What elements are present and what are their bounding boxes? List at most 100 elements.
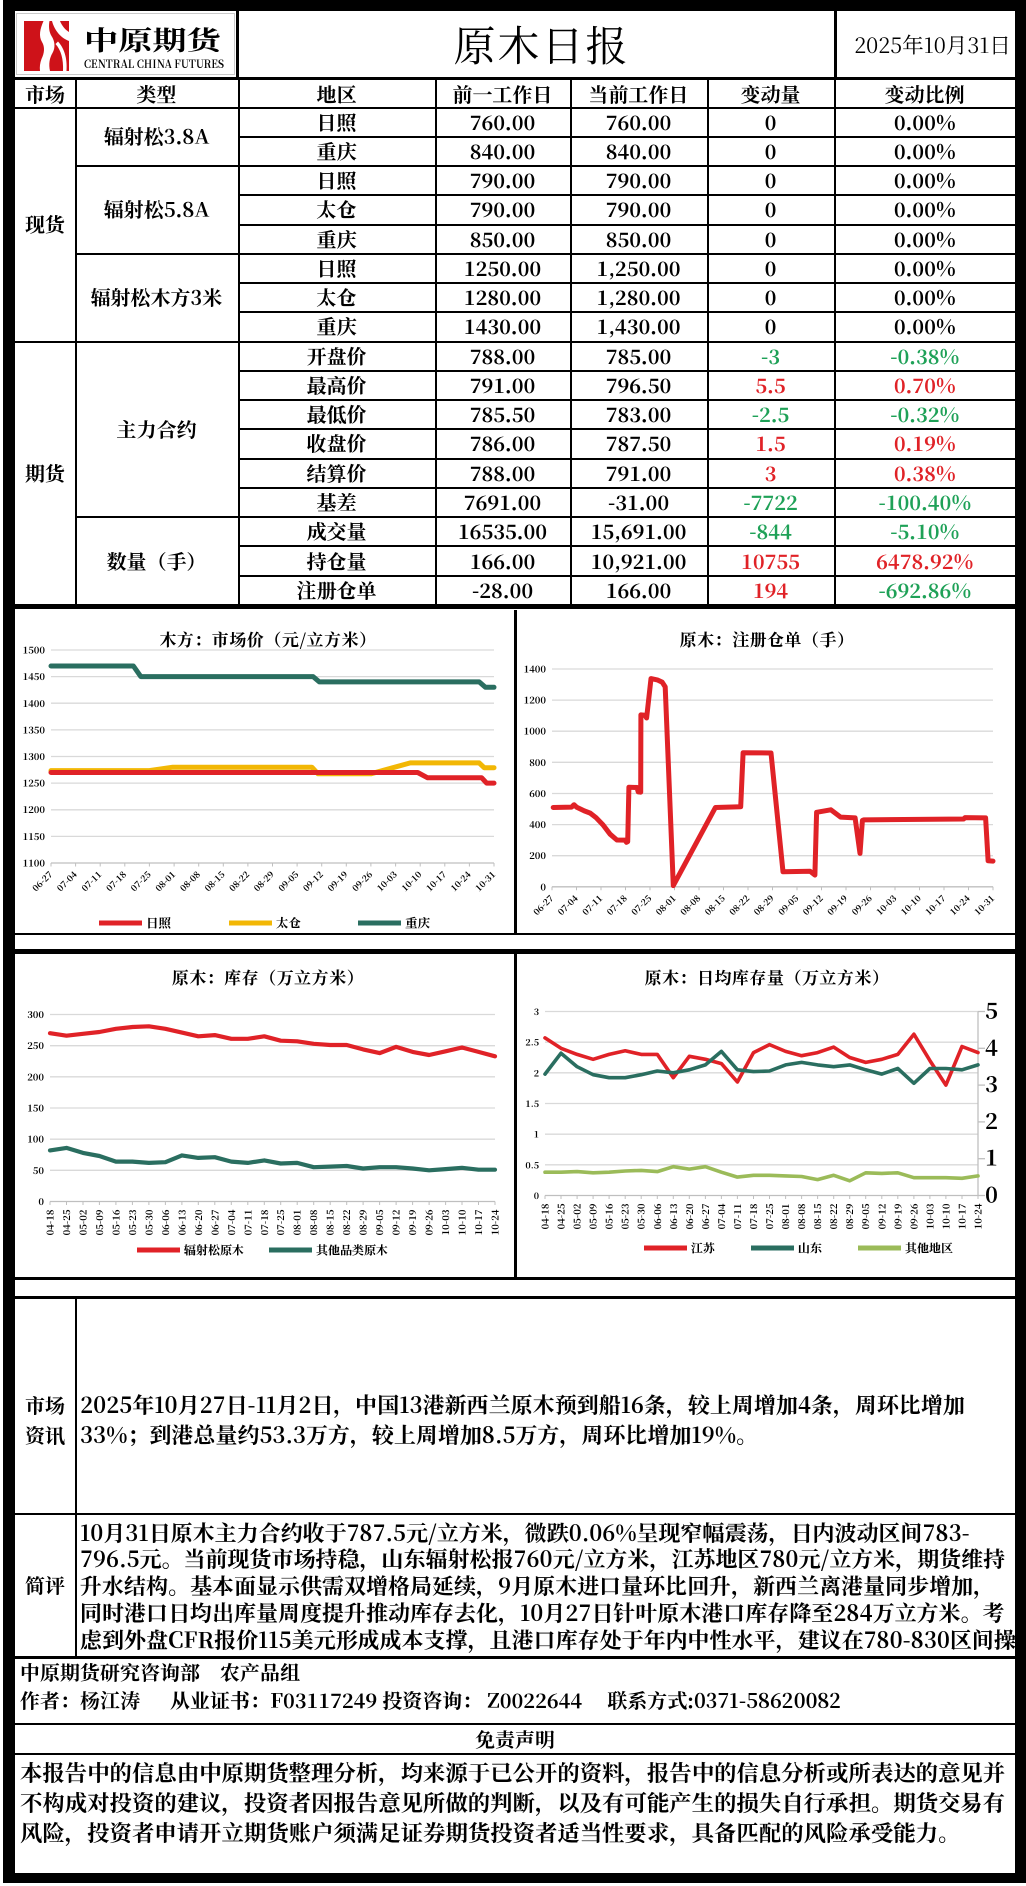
svg-text:09-19: 09-19 — [890, 1203, 904, 1229]
svg-text:08-15: 08-15 — [701, 892, 727, 918]
svg-text:0.5: 0.5 — [525, 1158, 539, 1171]
svg-text:08-22: 08-22 — [339, 1209, 353, 1235]
svg-text:08-15: 08-15 — [323, 1209, 337, 1235]
svg-text:250: 250 — [27, 1038, 44, 1052]
svg-text:08-29: 08-29 — [356, 1209, 370, 1235]
svg-text:1250: 1250 — [23, 776, 46, 790]
svg-text:150: 150 — [27, 1100, 44, 1114]
svg-text:其他品类原木: 其他品类原木 — [316, 1241, 388, 1258]
svg-text:09-12: 09-12 — [300, 868, 326, 894]
svg-text:4: 4 — [985, 1031, 998, 1062]
svg-text:山东: 山东 — [798, 1239, 822, 1256]
svg-text:200: 200 — [529, 848, 546, 862]
svg-text:1.5: 1.5 — [525, 1097, 539, 1110]
svg-text:07-18: 07-18 — [257, 1209, 271, 1235]
svg-text:09-05: 09-05 — [372, 1209, 386, 1235]
svg-text:0: 0 — [38, 1194, 44, 1208]
svg-text:10-03: 10-03 — [873, 892, 899, 918]
svg-text:07-04: 07-04 — [714, 1203, 728, 1229]
svg-text:0: 0 — [534, 1189, 539, 1202]
svg-text:08-01: 08-01 — [290, 1209, 304, 1235]
svg-text:辐射松原木: 辐射松原木 — [184, 1241, 244, 1258]
svg-text:09-19: 09-19 — [405, 1209, 419, 1235]
svg-text:08-08: 08-08 — [794, 1203, 808, 1229]
svg-text:10-24: 10-24 — [971, 1203, 985, 1229]
svg-text:06-20: 06-20 — [682, 1203, 696, 1229]
svg-text:10-31: 10-31 — [971, 892, 997, 918]
svg-text:08-08: 08-08 — [306, 1209, 320, 1235]
svg-text:08-15: 08-15 — [810, 1203, 824, 1229]
svg-text:1150: 1150 — [23, 829, 46, 843]
svg-text:原木：注册仓单（手）: 原木：注册仓单（手） — [680, 626, 855, 651]
svg-text:800: 800 — [529, 755, 546, 769]
svg-text:05-16: 05-16 — [108, 1209, 122, 1235]
svg-text:08-22: 08-22 — [826, 1203, 840, 1229]
svg-text:1: 1 — [985, 1141, 998, 1172]
svg-text:08-22: 08-22 — [726, 892, 752, 918]
svg-text:06-20: 06-20 — [191, 1209, 205, 1235]
svg-text:08-08: 08-08 — [177, 868, 203, 894]
svg-text:0: 0 — [985, 1178, 998, 1209]
svg-text:08-29: 08-29 — [842, 1203, 856, 1229]
svg-text:3: 3 — [985, 1068, 998, 1099]
svg-text:09-12: 09-12 — [874, 1203, 888, 1229]
svg-text:10-03: 10-03 — [922, 1203, 936, 1229]
svg-text:1: 1 — [534, 1127, 539, 1140]
svg-text:06-13: 06-13 — [174, 1209, 188, 1235]
svg-text:10-24: 10-24 — [946, 892, 972, 918]
svg-text:10-10: 10-10 — [398, 868, 424, 894]
svg-text:原木：日均库存量（万立方米）: 原木：日均库存量（万立方米） — [645, 964, 890, 989]
svg-text:09-26: 09-26 — [422, 1209, 436, 1235]
svg-text:原木：库存（万立方米）: 原木：库存（万立方米） — [172, 964, 365, 989]
svg-text:1450: 1450 — [23, 669, 46, 683]
svg-text:10-10: 10-10 — [938, 1203, 952, 1229]
svg-text:05-23: 05-23 — [618, 1203, 632, 1229]
svg-text:07-04: 07-04 — [224, 1209, 238, 1235]
svg-text:50: 50 — [33, 1162, 45, 1176]
svg-text:CENTRAL CHINA FUTURES: CENTRAL CHINA FUTURES — [84, 56, 224, 72]
svg-text:06-06: 06-06 — [158, 1209, 172, 1235]
svg-text:04-25: 04-25 — [59, 1209, 73, 1235]
svg-text:08-01: 08-01 — [652, 892, 678, 918]
svg-text:06-27: 06-27 — [530, 892, 556, 918]
svg-text:1000: 1000 — [524, 724, 547, 738]
svg-text:10-03: 10-03 — [438, 1209, 452, 1235]
svg-text:06-27: 06-27 — [29, 868, 55, 894]
svg-text:07-11: 07-11 — [730, 1203, 744, 1229]
svg-text:10-10: 10-10 — [455, 1209, 469, 1235]
svg-text:04-25: 04-25 — [554, 1203, 568, 1229]
svg-text:3: 3 — [534, 1005, 539, 1018]
svg-text:05-30: 05-30 — [634, 1203, 648, 1229]
svg-text:07-25: 07-25 — [273, 1209, 287, 1235]
svg-text:重庆: 重庆 — [405, 914, 431, 932]
svg-text:2: 2 — [985, 1104, 998, 1135]
svg-text:08-22: 08-22 — [226, 868, 252, 894]
svg-text:05-09: 05-09 — [586, 1203, 600, 1229]
svg-text:10-17: 10-17 — [423, 868, 449, 894]
svg-text:04-18: 04-18 — [538, 1203, 552, 1229]
svg-text:08-01: 08-01 — [778, 1203, 792, 1229]
svg-text:江苏: 江苏 — [691, 1239, 715, 1256]
svg-text:07-25: 07-25 — [127, 868, 153, 894]
svg-text:09-12: 09-12 — [799, 892, 825, 918]
svg-text:07-25: 07-25 — [762, 1203, 776, 1229]
svg-text:0: 0 — [540, 879, 546, 893]
svg-text:木方：市场价（元/立方米）: 木方：市场价（元/立方米） — [159, 626, 376, 651]
svg-text:07-18: 07-18 — [603, 892, 629, 918]
svg-text:太仓: 太仓 — [276, 914, 302, 932]
svg-text:300: 300 — [27, 1007, 44, 1021]
svg-text:2: 2 — [534, 1066, 539, 1079]
svg-text:1350: 1350 — [23, 722, 46, 736]
svg-text:09-26: 09-26 — [906, 1203, 920, 1229]
svg-text:05-23: 05-23 — [125, 1209, 139, 1235]
svg-text:07-11: 07-11 — [78, 868, 104, 894]
svg-text:100: 100 — [27, 1131, 44, 1145]
svg-text:08-08: 08-08 — [677, 892, 703, 918]
svg-text:07-04: 07-04 — [54, 868, 80, 894]
svg-text:09-19: 09-19 — [324, 868, 350, 894]
svg-text:10-24: 10-24 — [447, 868, 473, 894]
svg-text:08-29: 08-29 — [750, 892, 776, 918]
svg-text:05-09: 05-09 — [92, 1209, 106, 1235]
svg-text:10-03: 10-03 — [374, 868, 400, 894]
svg-text:07-11: 07-11 — [579, 892, 605, 918]
